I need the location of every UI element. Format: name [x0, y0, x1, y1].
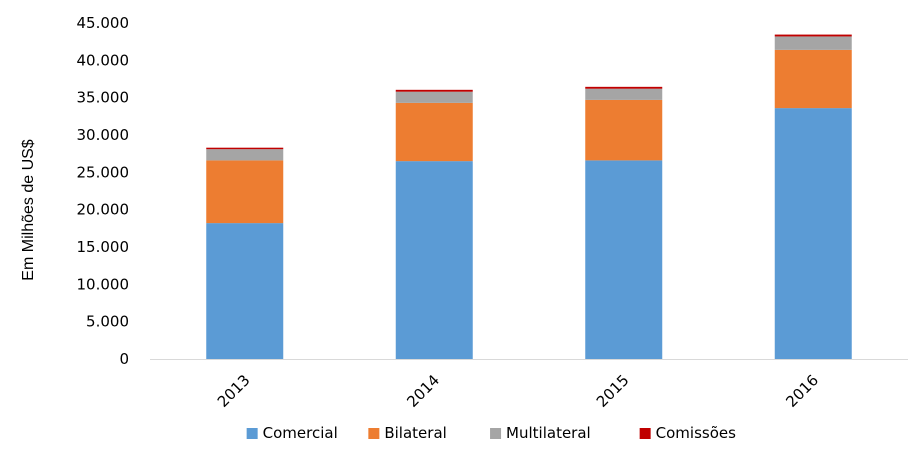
bar-comissoes-2016	[774, 34, 852, 37]
legend-swatch-comercial	[246, 428, 258, 439]
bar-comercial-2013	[206, 223, 284, 359]
y-tick-label: 30.000	[77, 126, 130, 144]
x-tick-label: 2014	[403, 371, 443, 411]
y-tick-label: 45.000	[77, 14, 130, 32]
legend-label-multilateral: Multilateral	[506, 424, 591, 442]
y-tick-label: 0	[119, 350, 129, 368]
legend-swatch-comissoes	[639, 428, 651, 439]
y-tick-label: 25.000	[77, 163, 130, 181]
y-tick-label: 40.000	[77, 51, 130, 69]
bar-multilateral-2014	[395, 91, 473, 103]
bar-comercial-2014	[395, 161, 473, 359]
legend-label-comissoes: Comissões	[656, 424, 736, 442]
bar-multilateral-2016	[774, 36, 852, 50]
bar-comissoes-2013	[206, 147, 284, 150]
y-axis-label: Em Milhões de US$	[20, 139, 37, 280]
bar-bilateral-2016	[774, 49, 852, 109]
bar-multilateral-2013	[206, 149, 284, 161]
legend: Comercial Bilateral Multilateral Comissões	[246, 424, 736, 442]
bar-multilateral-2015	[585, 88, 663, 100]
legend-label-bilateral: Bilateral	[384, 424, 446, 442]
legend-label-comercial: Comercial	[263, 424, 338, 442]
y-axis-ticks: 0 5.000 10.000 15.000 20.000 25.000 30.000 35.0…	[77, 14, 130, 368]
bar-comissoes-2014	[395, 89, 473, 92]
bar-comissoes-2015	[585, 86, 663, 89]
bar-bilateral-2014	[395, 102, 473, 162]
x-tick-label: 2015	[593, 371, 633, 411]
y-tick-label: 15.000	[77, 238, 130, 256]
y-tick-label: 5.000	[86, 313, 129, 331]
bar-bilateral-2015	[585, 99, 663, 161]
y-tick-label: 20.000	[77, 201, 130, 219]
bar-comercial-2016	[774, 108, 852, 360]
x-axis-ticks: 2013 2014 2015 2016	[214, 371, 822, 411]
bar-comercial-2015	[585, 160, 663, 359]
legend-swatch-bilateral	[368, 428, 380, 439]
x-tick-label: 2013	[214, 371, 254, 411]
y-tick-label: 35.000	[77, 89, 130, 107]
y-tick-label: 10.000	[77, 275, 130, 293]
bar-bilateral-2013	[206, 160, 284, 224]
legend-swatch-multilateral	[490, 428, 502, 439]
x-tick-label: 2016	[782, 371, 822, 411]
bars	[206, 34, 852, 360]
